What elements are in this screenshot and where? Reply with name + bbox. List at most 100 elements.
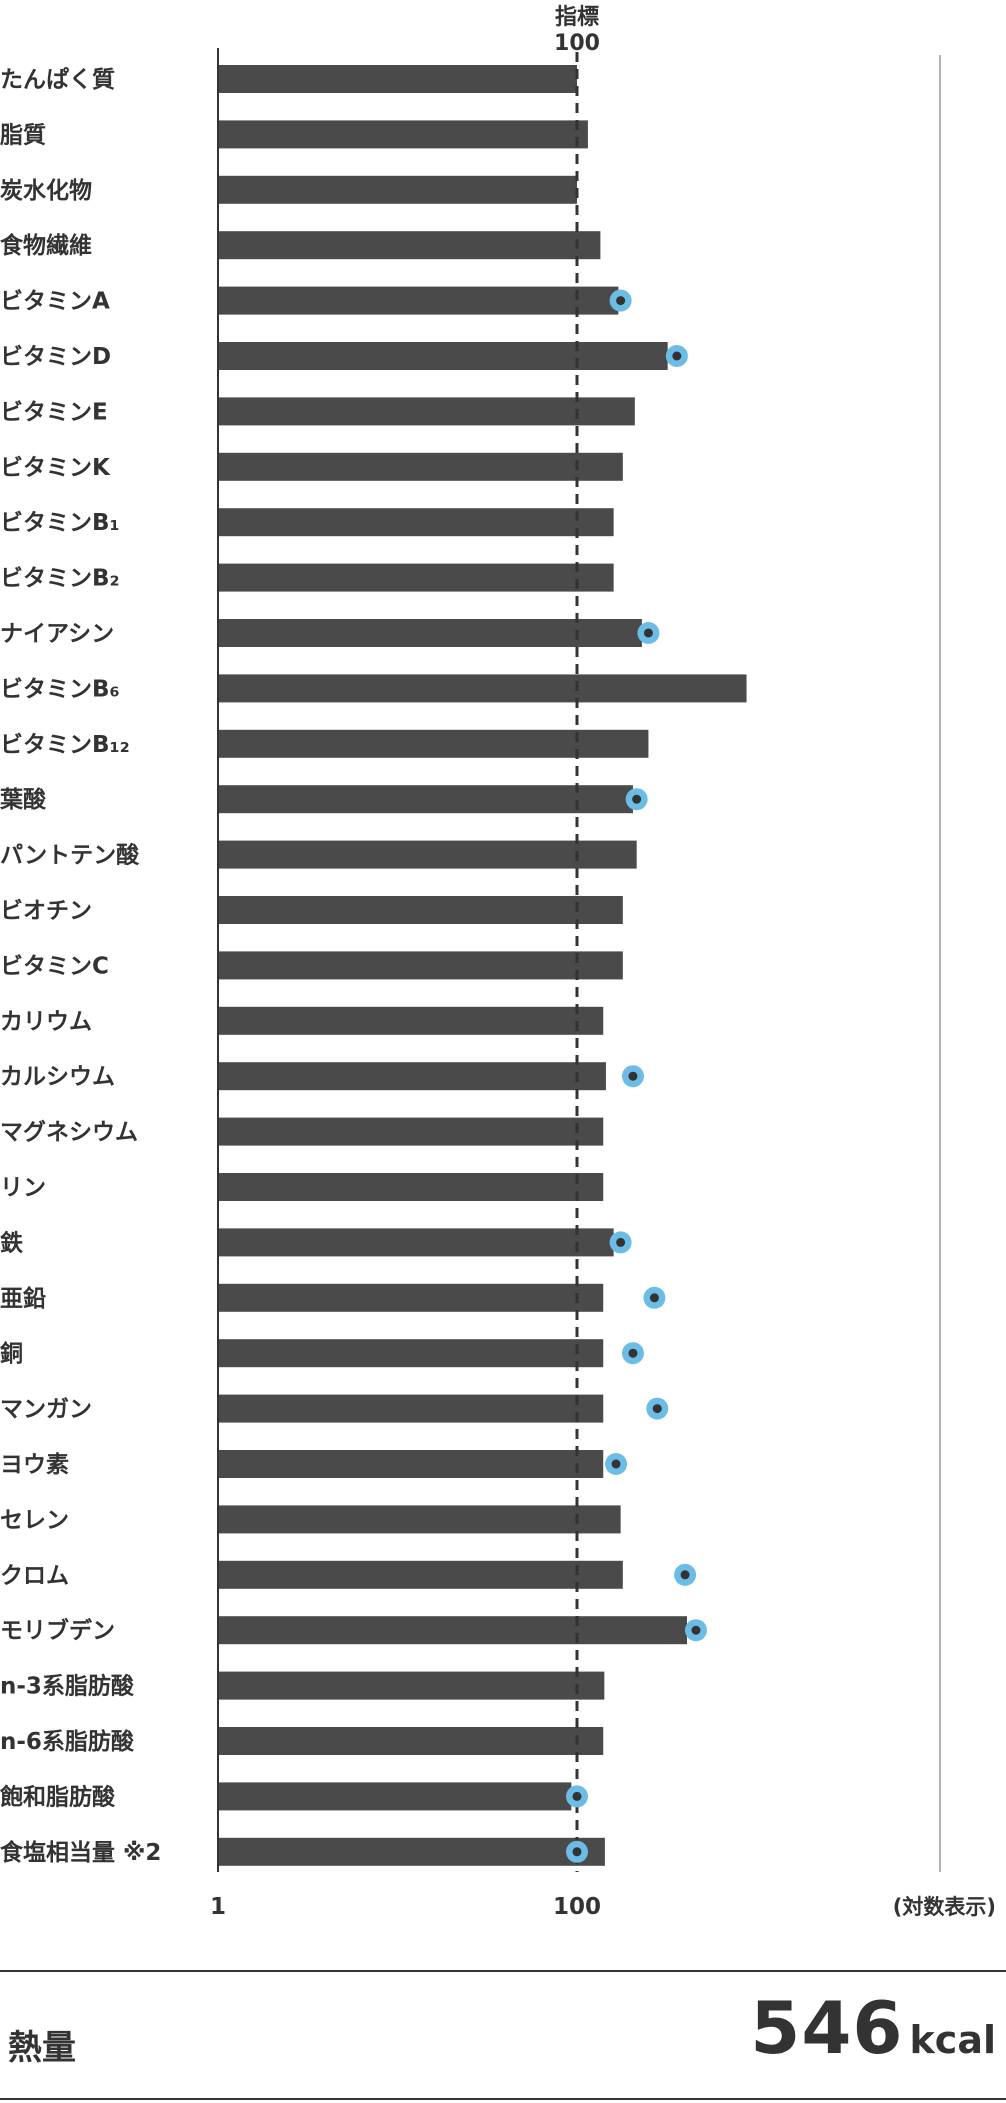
category-label: 食物繊維: [0, 232, 92, 259]
bar: [219, 896, 623, 924]
marker-center: [572, 1791, 582, 1801]
marker-center: [611, 1459, 621, 1469]
bar: [219, 1616, 687, 1645]
bar: [219, 397, 635, 426]
marker-point: [643, 1286, 666, 1309]
bar: [219, 1560, 623, 1589]
energy-value: 546 kcal: [750, 1986, 996, 2070]
marker-center: [672, 351, 682, 361]
bar: [219, 452, 623, 481]
marker-point: [609, 1231, 632, 1254]
marker-point: [566, 1785, 588, 1808]
bar: [219, 1339, 604, 1368]
marker-center: [616, 1237, 626, 1247]
bar: [219, 231, 601, 260]
marker-center: [652, 1404, 662, 1414]
x-tick-label-100: 100: [553, 1894, 601, 1920]
bar: [219, 1450, 604, 1478]
energy-number: 546: [750, 1986, 904, 2070]
marker-center: [616, 296, 626, 306]
category-label: カルシウム: [0, 1064, 115, 1090]
marker-point: [665, 345, 688, 367]
bar: [219, 1837, 605, 1866]
category-label: パントテン酸: [0, 843, 140, 869]
bar: [219, 729, 649, 758]
category-label: 銅: [0, 1340, 23, 1367]
category-label: ビタミンD: [0, 344, 111, 370]
energy-label: 熱量: [8, 2028, 76, 2068]
category-label: n-6系脂肪酸: [0, 1728, 135, 1755]
category-label: モリブデン: [0, 1617, 115, 1644]
bar: [219, 1727, 604, 1755]
marker-center: [643, 628, 653, 638]
marker-point: [684, 1619, 707, 1642]
marker-center: [691, 1625, 701, 1635]
bar: [219, 951, 623, 980]
bar: [219, 508, 614, 537]
log-scale-note: (対数表示): [893, 1895, 996, 1919]
bar: [219, 840, 637, 869]
marker-center: [628, 1348, 638, 1358]
category-label: 葉酸: [0, 787, 47, 813]
marker-point: [625, 788, 648, 811]
bar: [219, 1505, 621, 1534]
category-label: ナイアシン: [0, 621, 114, 647]
reference-label-top: 指標: [555, 5, 599, 30]
category-label: ビタミンB₆: [0, 676, 120, 702]
category-label: マグネシウム: [0, 1119, 138, 1146]
category-label: クロム: [0, 1563, 69, 1589]
bar: [219, 1006, 604, 1035]
chart-markers: [566, 289, 707, 1863]
category-label: ヨウ素: [0, 1451, 69, 1478]
reference-label: 指標 100: [554, 5, 600, 56]
marker-point: [566, 1840, 588, 1863]
category-label: 炭水化物: [0, 177, 92, 204]
category-label: 飽和脂肪酸: [0, 1783, 116, 1810]
marker-point: [646, 1397, 669, 1420]
marker-center: [572, 1847, 582, 1857]
category-label: n-3系脂肪酸: [0, 1673, 135, 1700]
category-label: カリウム: [0, 1009, 92, 1035]
bar: [219, 674, 747, 703]
category-label: ビオチン: [0, 898, 92, 924]
category-label: ビタミンA: [0, 289, 110, 315]
category-label: リン: [0, 1175, 46, 1201]
category-label: ビタミンE: [0, 399, 108, 425]
category-label: セレン: [0, 1507, 69, 1533]
energy-unit: kcal: [909, 2018, 996, 2062]
marker-center: [628, 1071, 638, 1081]
bar: [219, 1228, 614, 1257]
marker-point: [674, 1563, 697, 1586]
category-label: ビタミンB₁: [0, 510, 120, 536]
bar: [219, 1173, 604, 1201]
reference-label-value: 100: [554, 31, 600, 56]
category-label: ビタミンB₁₂: [0, 732, 130, 758]
category-label: たんぱく質: [0, 66, 115, 93]
bar: [219, 1117, 604, 1146]
marker-point: [609, 289, 632, 312]
bar: [219, 120, 588, 149]
bar: [219, 342, 668, 370]
category-label: 脂質: [0, 122, 46, 148]
marker-center: [680, 1570, 690, 1580]
marker-point: [637, 622, 660, 644]
x-tick-label-1: 1: [210, 1894, 226, 1920]
bar: [219, 1782, 572, 1811]
bar: [219, 563, 614, 592]
bar: [219, 1062, 606, 1091]
category-label: 亜鉛: [0, 1285, 46, 1312]
marker-point: [621, 1065, 644, 1088]
bar: [219, 65, 577, 93]
category-label: ビタミンK: [0, 455, 111, 481]
category-label: ビタミンC: [0, 953, 109, 979]
bar: [219, 1283, 604, 1312]
bar: [219, 785, 633, 814]
category-label: マンガン: [0, 1397, 92, 1423]
marker-center: [632, 794, 642, 804]
bar: [219, 286, 619, 315]
bar: [219, 1671, 605, 1700]
marker-point: [621, 1342, 644, 1365]
marker-point: [605, 1453, 628, 1475]
